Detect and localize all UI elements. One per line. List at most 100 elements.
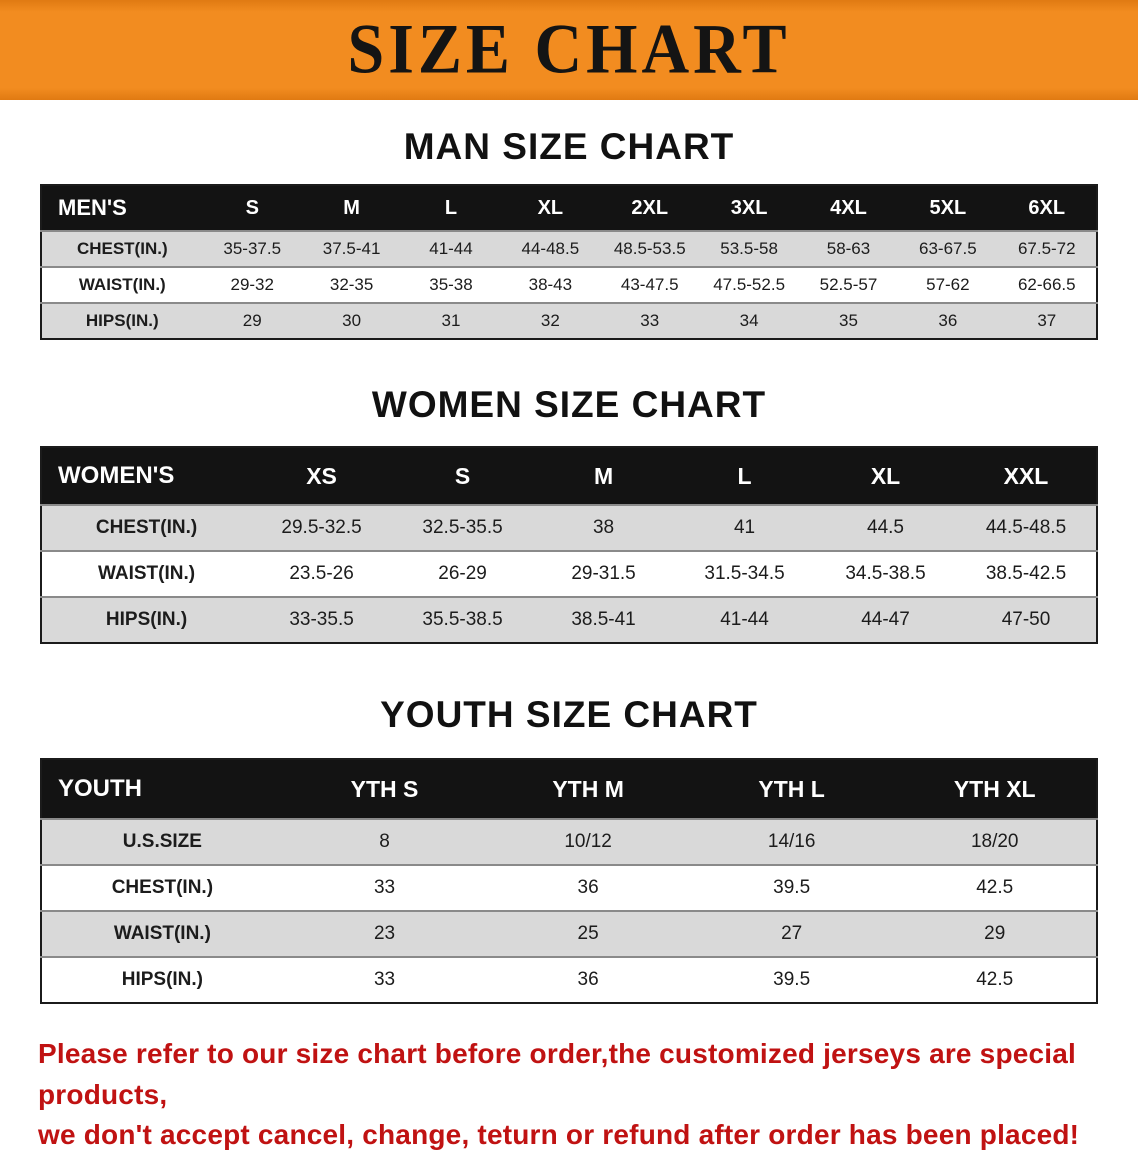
size-column-header: L bbox=[674, 447, 816, 505]
women-size-table: WOMEN'S XS S M L XL XXL CHEST(IN.) 29.5-32.5 32.5… bbox=[40, 446, 1098, 644]
size-value-cell: 29-32 bbox=[202, 266, 302, 303]
table-header-row: MEN'S S M L XL 2XL 3XL 4XL 5XL 6XL bbox=[41, 185, 1097, 231]
women-section-title: WOMEN SIZE CHART bbox=[371, 384, 767, 425]
size-value-cell: 42.5 bbox=[893, 864, 1097, 911]
table-row: HIPS(IN.) 29 30 31 32 33 34 35 36 37 bbox=[41, 302, 1097, 339]
size-value-cell: 25 bbox=[486, 910, 690, 957]
row-label: U.S.SIZE bbox=[41, 818, 283, 865]
size-chart-banner: SIZE CHART bbox=[0, 0, 1138, 100]
size-column-header: M bbox=[301, 185, 402, 231]
size-value-cell: 37 bbox=[997, 302, 1097, 339]
size-value-cell: 29-31.5 bbox=[533, 550, 675, 597]
size-value-cell: 57-62 bbox=[898, 266, 998, 303]
size-value-cell: 34.5-38.5 bbox=[815, 550, 956, 597]
size-value-cell: 33 bbox=[282, 956, 487, 1003]
size-value-cell: 29 bbox=[202, 302, 302, 339]
youth-size-table: YOUTH YTH S YTH M YTH L YTH XL U.S.SIZE 8 10/12… bbox=[40, 758, 1098, 1004]
table-header-row: YOUTH YTH S YTH M YTH L YTH XL bbox=[41, 759, 1097, 819]
size-value-cell: 37.5-41 bbox=[301, 230, 402, 267]
disclaimer-line-2: we don't accept cancel, change, teturn o… bbox=[38, 1119, 1080, 1151]
size-value-cell: 18/20 bbox=[893, 818, 1097, 865]
size-column-header: YTH XL bbox=[893, 759, 1097, 819]
table-row: WAIST(IN.) 23.5-26 26-29 29-31.5 31.5-34.5 34… bbox=[41, 550, 1097, 597]
size-column-header: 6XL bbox=[997, 185, 1097, 231]
size-value-cell: 27 bbox=[689, 910, 894, 957]
row-label: HIPS(IN.) bbox=[41, 956, 283, 1003]
size-value-cell: 33-35.5 bbox=[251, 596, 393, 643]
table-row: HIPS(IN.) 33-35.5 35.5-38.5 38.5-41 41-44 44-… bbox=[41, 596, 1097, 643]
size-value-cell: 44.5-48.5 bbox=[956, 504, 1097, 551]
table-header-label: WOMEN'S bbox=[41, 447, 252, 505]
table-row: WAIST(IN.) 29-32 32-35 35-38 38-43 43-47.5 47.… bbox=[41, 266, 1097, 303]
size-value-cell: 47.5-52.5 bbox=[699, 266, 799, 303]
table-row: U.S.SIZE 8 10/12 14/16 18/20 bbox=[41, 818, 1097, 865]
size-column-header: 5XL bbox=[898, 185, 998, 231]
row-label: WAIST(IN.) bbox=[41, 910, 283, 957]
size-value-cell: 33 bbox=[282, 864, 487, 911]
size-value-cell: 23.5-26 bbox=[251, 550, 393, 597]
size-value-cell: 38.5-41 bbox=[533, 596, 675, 643]
size-value-cell: 39.5 bbox=[689, 864, 894, 911]
table-row: CHEST(IN.) 33 36 39.5 42.5 bbox=[41, 864, 1097, 911]
size-value-cell: 35-38 bbox=[401, 266, 501, 303]
table-header-label: MEN'S bbox=[41, 185, 203, 231]
size-value-cell: 31 bbox=[401, 302, 501, 339]
table-row: WAIST(IN.) 23 25 27 29 bbox=[41, 910, 1097, 957]
size-value-cell: 41-44 bbox=[674, 596, 816, 643]
size-value-cell: 52.5-57 bbox=[798, 266, 899, 303]
disclaimer-text: Please refer to our size chart before or… bbox=[0, 1034, 1138, 1156]
women-size-section: WOMEN SIZE CHART WOMEN'S XS S M L XL XXL CHEST(… bbox=[0, 384, 1138, 644]
size-value-cell: 53.5-58 bbox=[699, 230, 799, 267]
youth-section-title: YOUTH SIZE CHART bbox=[380, 694, 758, 735]
size-value-cell: 44.5 bbox=[815, 504, 956, 551]
size-value-cell: 36 bbox=[486, 864, 690, 911]
size-value-cell: 32.5-35.5 bbox=[392, 504, 534, 551]
size-value-cell: 23 bbox=[282, 910, 487, 957]
size-value-cell: 62-66.5 bbox=[997, 266, 1097, 303]
size-value-cell: 67.5-72 bbox=[997, 230, 1097, 267]
size-value-cell: 32-35 bbox=[301, 266, 402, 303]
size-value-cell: 44-47 bbox=[815, 596, 956, 643]
size-column-header: 2XL bbox=[600, 185, 700, 231]
row-label: WAIST(IN.) bbox=[41, 266, 203, 303]
table-row: CHEST(IN.) 29.5-32.5 32.5-35.5 38 41 44.5 44.5… bbox=[41, 504, 1097, 551]
size-column-header: L bbox=[401, 185, 501, 231]
size-value-cell: 43-47.5 bbox=[600, 266, 700, 303]
row-label: HIPS(IN.) bbox=[41, 596, 252, 643]
size-value-cell: 29.5-32.5 bbox=[251, 504, 393, 551]
size-value-cell: 26-29 bbox=[392, 550, 534, 597]
size-value-cell: 42.5 bbox=[893, 956, 1097, 1003]
size-column-header: 3XL bbox=[699, 185, 799, 231]
size-value-cell: 38.5-42.5 bbox=[956, 550, 1097, 597]
table-row: CHEST(IN.) 35-37.5 37.5-41 41-44 44-48.5 48.5… bbox=[41, 230, 1097, 267]
row-label: HIPS(IN.) bbox=[41, 302, 203, 339]
size-column-header: XL bbox=[815, 447, 956, 505]
row-label: CHEST(IN.) bbox=[41, 864, 283, 911]
size-value-cell: 36 bbox=[898, 302, 998, 339]
men-size-section: MAN SIZE CHART MEN'S S M L XL 2XL 3XL 4XL 5XL 6XL… bbox=[0, 126, 1138, 340]
size-column-header: XL bbox=[500, 185, 601, 231]
size-value-cell: 14/16 bbox=[689, 818, 894, 865]
table-row: HIPS(IN.) 33 36 39.5 42.5 bbox=[41, 956, 1097, 1003]
size-value-cell: 63-67.5 bbox=[898, 230, 998, 267]
table-header-row: WOMEN'S XS S M L XL XXL bbox=[41, 447, 1097, 505]
men-size-table: MEN'S S M L XL 2XL 3XL 4XL 5XL 6XL CHEST(IN.) 35-37… bbox=[40, 184, 1098, 340]
size-value-cell: 35.5-38.5 bbox=[392, 596, 534, 643]
size-value-cell: 41 bbox=[674, 504, 816, 551]
table-header-label: YOUTH bbox=[41, 759, 283, 819]
size-column-header: XXL bbox=[956, 447, 1097, 505]
size-value-cell: 8 bbox=[282, 818, 487, 865]
row-label: CHEST(IN.) bbox=[41, 230, 203, 267]
size-value-cell: 39.5 bbox=[689, 956, 894, 1003]
size-value-cell: 48.5-53.5 bbox=[600, 230, 700, 267]
size-value-cell: 38 bbox=[533, 504, 675, 551]
size-value-cell: 35 bbox=[798, 302, 899, 339]
size-value-cell: 30 bbox=[301, 302, 402, 339]
size-value-cell: 33 bbox=[600, 302, 700, 339]
size-column-header: S bbox=[392, 447, 534, 505]
size-value-cell: 36 bbox=[486, 956, 690, 1003]
size-column-header: YTH M bbox=[486, 759, 690, 819]
row-label: CHEST(IN.) bbox=[41, 504, 252, 551]
size-column-header: YTH L bbox=[689, 759, 894, 819]
